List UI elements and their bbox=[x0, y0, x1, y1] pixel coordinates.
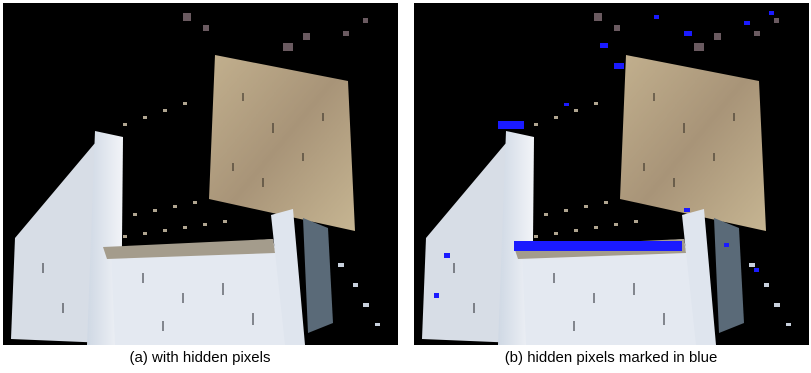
caption: (a) with hidden pixels bbox=[130, 349, 271, 366]
page: (a) with hidden pixels (b) hidden pixels… bbox=[0, 0, 811, 373]
figure: (a) with hidden pixels (b) hidden pixels… bbox=[0, 0, 811, 373]
image-a bbox=[3, 3, 398, 345]
image-b bbox=[414, 3, 809, 345]
caption: (b) hidden pixels marked in blue bbox=[505, 349, 718, 366]
